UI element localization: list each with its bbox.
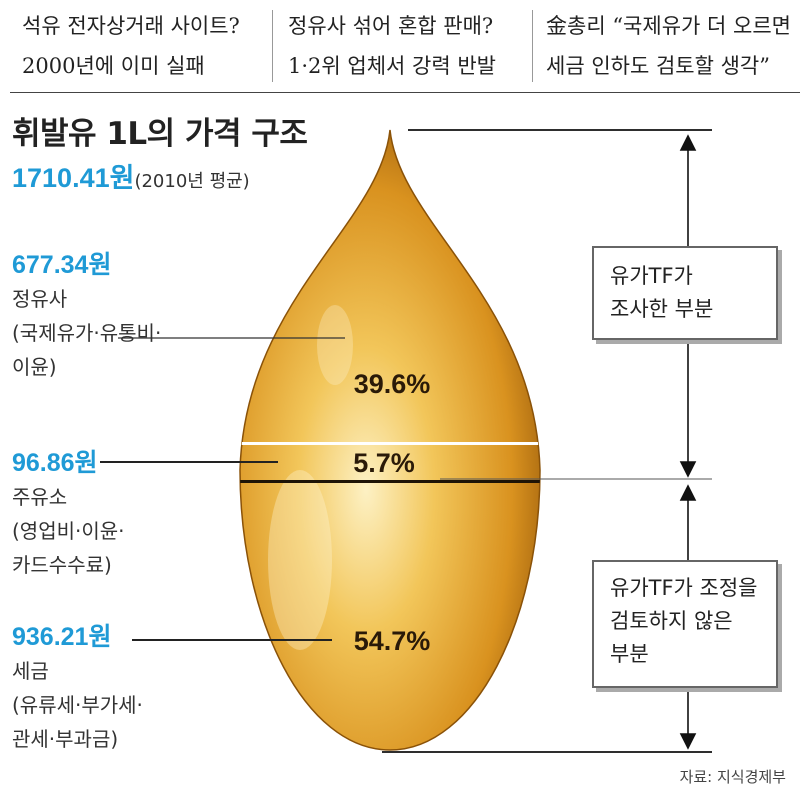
oil-drop-shape — [239, 129, 541, 751]
headline-separator — [10, 92, 800, 93]
segment-label-gas-station: 96.86원 주유소 (영업비·이윤· 카드수수료) — [12, 446, 125, 582]
segment-amount: 96.86원 — [12, 449, 98, 477]
source-credit: 자료: 지식경제부 — [679, 768, 786, 786]
headline-3-line-1: 金총리 “국제유가 더 오르면 — [546, 14, 791, 38]
segment-name: 세금 — [12, 659, 49, 683]
drop-highlight — [268, 470, 332, 650]
callout-line: 유가TF가 조정을 — [610, 576, 758, 600]
segment-detail: 관세·부과금) — [12, 727, 119, 751]
headline-3[interactable]: 金총리 “국제유가 더 오르면 세금 인하도 검토할 생각” — [546, 6, 791, 86]
percent-label-refinery: 39.6% — [354, 369, 431, 399]
headline-2[interactable]: 정유사 섞어 혼합 판매? 1·2위 업체서 강력 반발 — [288, 6, 496, 86]
headline-divider-2 — [532, 10, 533, 82]
segment-name: 주유소 — [12, 485, 68, 509]
chart-title: 휘발유 1L의 가격 구조 — [12, 116, 308, 152]
segment-detail: 카드수수료) — [12, 553, 112, 577]
callout-line: 유가TF가 — [610, 264, 693, 288]
callout-box-investigated: 유가TF가 조사한 부분 — [592, 246, 778, 340]
headline-2-line-2: 1·2위 업체서 강력 반발 — [288, 54, 496, 78]
callout-box-not-reviewed: 유가TF가 조정을 검토하지 않은 부분 — [592, 560, 778, 688]
segment-amount: 677.34원 — [12, 251, 112, 279]
segment-amount: 936.21원 — [12, 623, 112, 651]
percent-label-gas-station: 5.7% — [353, 448, 415, 478]
segment-detail: (유류세·부가세· — [12, 693, 143, 717]
headline-3-line-2: 세금 인하도 검토할 생각” — [546, 54, 770, 78]
percent-label-tax: 54.7% — [354, 626, 431, 656]
headline-strip: 석유 전자상거래 사이트? 2000년에 이미 실패 정유사 섞어 혼합 판매?… — [0, 0, 810, 92]
segment-detail: 이윤) — [12, 355, 57, 379]
callout-line: 검토하지 않은 — [610, 609, 733, 633]
segment-detail: (국제유가·유통비· — [12, 321, 162, 345]
segment-name: 정유사 — [12, 287, 68, 311]
total-price-note: (2010년 평균) — [134, 171, 250, 192]
callout-line: 부분 — [610, 642, 649, 666]
callout-line: 조사한 부분 — [610, 297, 714, 321]
headline-divider-1 — [272, 10, 273, 82]
segment-label-refinery: 677.34원 정유사 (국제유가·유통비· 이윤) — [12, 248, 161, 384]
drop-highlight-upper — [317, 305, 353, 385]
total-price: 1710.41원(2010년 평균) — [12, 156, 250, 195]
headline-2-line-1: 정유사 섞어 혼합 판매? — [288, 14, 494, 38]
headline-1-line-2: 2000년에 이미 실패 — [22, 54, 205, 78]
total-price-value: 1710.41원 — [12, 163, 135, 193]
segment-label-tax: 936.21원 세금 (유류세·부가세· 관세·부과금) — [12, 620, 143, 756]
headline-1[interactable]: 석유 전자상거래 사이트? 2000년에 이미 실패 — [22, 6, 240, 86]
headline-1-line-1: 석유 전자상거래 사이트? — [22, 14, 240, 38]
segment-detail: (영업비·이윤· — [12, 519, 125, 543]
